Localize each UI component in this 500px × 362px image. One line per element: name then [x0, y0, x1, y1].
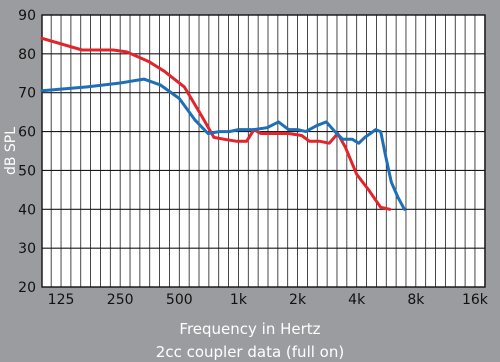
y-tick-label: 40: [18, 202, 36, 218]
plot-frame: [41, 14, 486, 288]
x-axis-label: Frequency in Hertz: [179, 320, 321, 338]
x-tick-label: 1k: [230, 292, 248, 308]
y-tick-label: 50: [18, 163, 36, 179]
y-axis-label: dB SPL: [3, 127, 19, 175]
series-line-2: [40, 77, 406, 211]
x-tick-label: 8k: [407, 292, 425, 308]
y-tick-label: 20: [18, 280, 36, 296]
x-tick-label: 16k: [462, 292, 489, 308]
y-tick-label: 90: [18, 8, 36, 24]
y-tick-label: 60: [18, 125, 36, 141]
x-tick-label: 500: [166, 292, 193, 308]
x-tick-label: 250: [107, 292, 134, 308]
plot-background: [42, 15, 485, 287]
chart-caption: 2cc coupler data (full on): [155, 343, 345, 361]
y-tick-label: 30: [18, 241, 36, 257]
y-tick-label: 80: [18, 47, 36, 63]
y-tick-label: 70: [18, 86, 36, 102]
x-tick-label: 2k: [289, 292, 307, 308]
x-tick-label: 125: [48, 292, 75, 308]
series-line-1: [40, 36, 392, 211]
x-tick-label: 4k: [348, 292, 366, 308]
